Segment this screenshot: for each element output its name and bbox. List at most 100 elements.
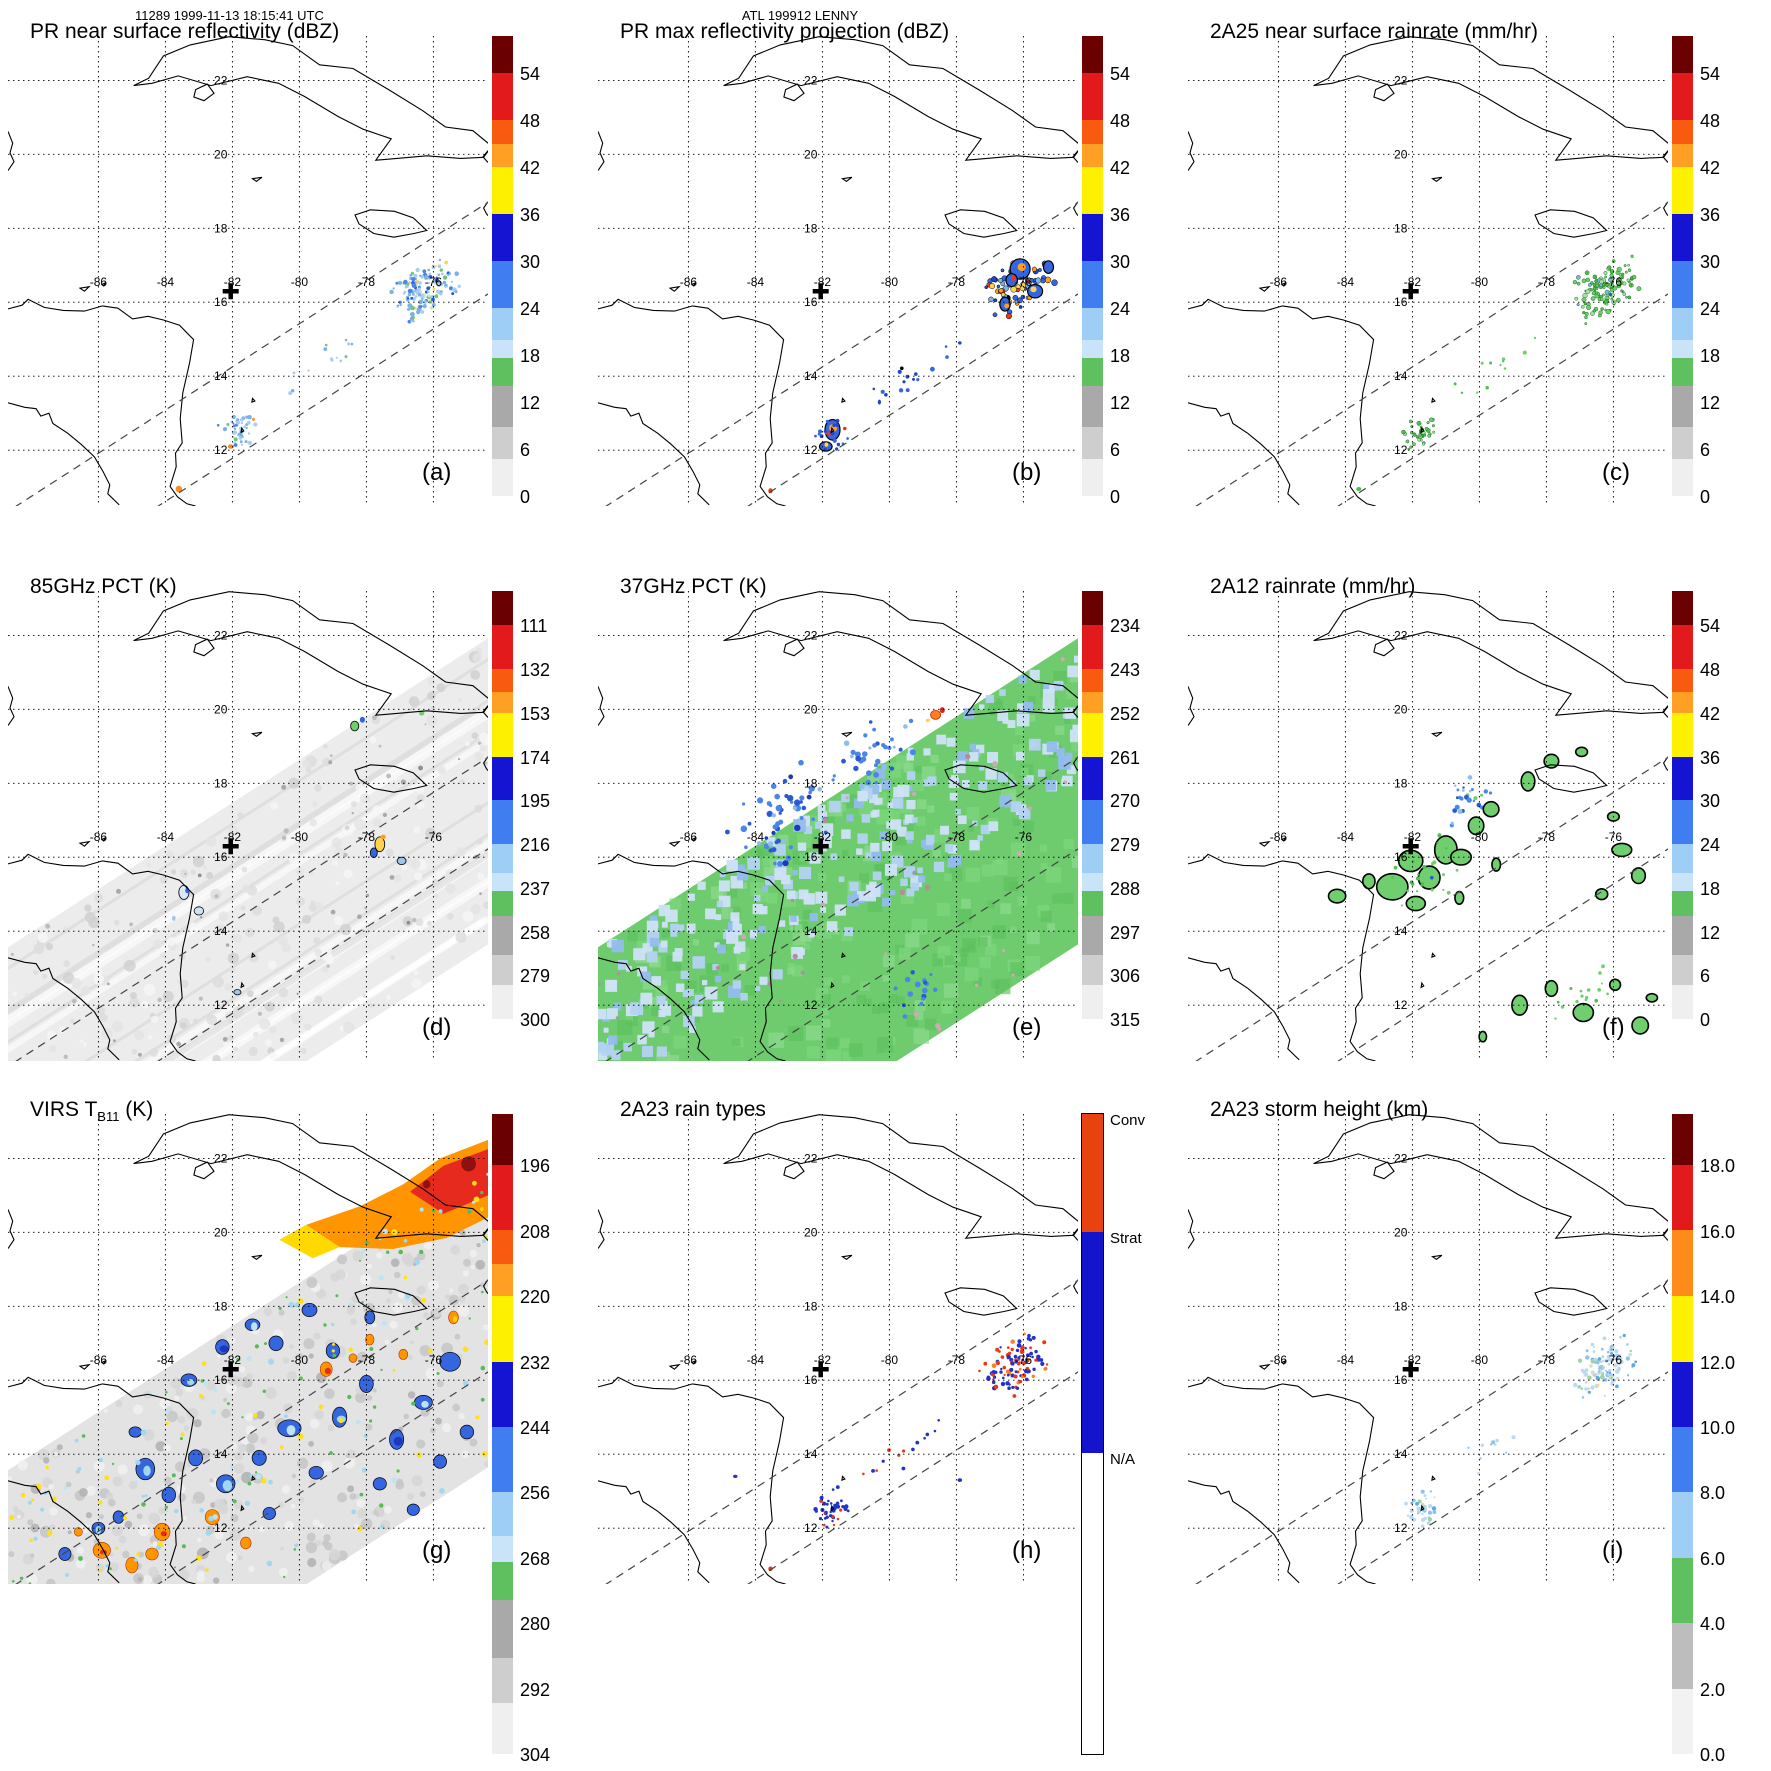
svg-text:18: 18 (804, 776, 818, 790)
panel-letter: (h) (1012, 1537, 1041, 1564)
svg-text:-82: -82 (814, 830, 832, 844)
panel-letter: (a) (422, 459, 451, 486)
svg-text:16: 16 (214, 295, 228, 309)
svg-text:-78: -78 (358, 1353, 376, 1367)
svg-text:-84: -84 (157, 275, 175, 289)
swath-edge-lines (605, 201, 1078, 506)
panel-c: 2A25 near surface rainrate (mm/hr) -86 -84… (1180, 0, 1770, 690)
map-d: -86 -84 -82 -80 -78 -76 12 14 16 18 20 22 (d) (8, 591, 488, 1061)
panel-letter: (g) (422, 1537, 451, 1564)
gridlines (1188, 36, 1668, 506)
data-layer (8, 638, 488, 1061)
colorbar-ticks-b: 54 48 42 36 30 24 18 12 6 0 (1110, 63, 1131, 507)
swath-edge-lines (15, 201, 488, 506)
coastlines (598, 36, 1078, 506)
svg-text:20: 20 (1394, 147, 1408, 161)
data-layer (768, 258, 1058, 494)
panel-letter: (f) (1602, 1014, 1625, 1041)
colorbar-ticks-d: 111 132 153 174 195 216 237 258 279 300 (520, 616, 551, 1030)
panel-e: 37GHz PCT (K) -86 -84 -82 -80 -78 -76 12 14 16 18 2… (590, 555, 1180, 1245)
data-layer (598, 638, 1078, 1061)
panel-title-b: PR max reflectivity projection (dBZ) (620, 20, 950, 43)
grid-labels: -86 -84 -82 -80 -78 -76 12 14 16 18 20 22 (90, 1151, 443, 1535)
map-f: -86 -84 -82 -80 -78 -76 12 14 16 18 20 22 (f) (1188, 591, 1668, 1061)
storm-center-marker (812, 838, 829, 855)
svg-text:-76: -76 (425, 830, 443, 844)
svg-text:16: 16 (214, 1373, 228, 1387)
svg-text:18: 18 (214, 221, 228, 235)
svg-text:-80: -80 (291, 275, 309, 289)
svg-text:-80: -80 (881, 1353, 899, 1367)
storm-center-marker (812, 1361, 829, 1378)
svg-text:-78: -78 (1538, 830, 1556, 844)
svg-text:-84: -84 (1337, 830, 1355, 844)
svg-text:-84: -84 (747, 1353, 765, 1367)
colorbar-f (1672, 591, 1693, 1019)
panel-h: 2A23 rain types -86 -84 -82 -80 -78 -76 12 14 16 1… (590, 1078, 1180, 1768)
grid-labels: -86 -84 -82 -80 -78 -76 12 14 16 18 20 22 (90, 628, 443, 1012)
grid-labels: -86 -84 -82 -80 -78 -76 12 14 16 18 20 22 (1270, 628, 1623, 1012)
svg-text:-86: -86 (1270, 275, 1288, 289)
svg-text:20: 20 (1394, 1225, 1408, 1239)
storm-center-marker (1402, 1361, 1419, 1378)
svg-text:22: 22 (214, 628, 228, 642)
svg-text:-82: -82 (1404, 830, 1422, 844)
svg-text:-78: -78 (1538, 275, 1556, 289)
panel-b: PR max reflectivity projection (dBZ) -86-… (590, 0, 1180, 690)
gridlines (8, 1114, 488, 1584)
svg-text:14: 14 (804, 924, 818, 938)
svg-text:-86: -86 (680, 830, 698, 844)
svg-text:16: 16 (804, 295, 818, 309)
svg-text:22: 22 (1394, 73, 1408, 87)
swath-edge-lines (1195, 1279, 1668, 1584)
swath-edge-lines (15, 1279, 488, 1584)
colorbar-h (1081, 1113, 1104, 1755)
svg-text:18: 18 (804, 221, 818, 235)
svg-text:20: 20 (804, 702, 818, 716)
svg-text:20: 20 (214, 147, 228, 161)
gridlines (1188, 591, 1668, 1061)
svg-text:18: 18 (1394, 776, 1408, 790)
gridlines (8, 591, 488, 1061)
svg-text:-80: -80 (1471, 275, 1489, 289)
panel-letter: (b) (1012, 459, 1041, 486)
data-layer (1404, 1333, 1638, 1528)
svg-text:-76: -76 (425, 1353, 443, 1367)
svg-text:-82: -82 (224, 830, 242, 844)
svg-text:14: 14 (804, 1447, 818, 1461)
coastlines (8, 591, 488, 1061)
orbit-timestamp: 11289 1999-11-13 18:15:41 UTC (135, 8, 324, 23)
panel-title-c: 2A25 near surface rainrate (mm/hr) (1210, 20, 1538, 43)
data-layer (733, 1332, 1049, 1572)
svg-text:-82: -82 (224, 275, 242, 289)
map-g: -86 -84 -82 -80 -78 -76 12 14 16 18 20 22 (g) (8, 1114, 488, 1584)
svg-text:16: 16 (804, 850, 818, 864)
colorbar-b (1082, 36, 1103, 496)
svg-text:12: 12 (1394, 998, 1408, 1012)
svg-text:18: 18 (804, 1299, 818, 1313)
data-layer (175, 258, 461, 493)
grid-labels: -86 -84 -82 -80 -78 -76 12 14 16 18 20 22 (90, 73, 443, 457)
colorbar-d (492, 591, 513, 1019)
svg-text:22: 22 (804, 1151, 818, 1165)
svg-text:14: 14 (214, 369, 228, 383)
svg-text:-76: -76 (1605, 1353, 1623, 1367)
panel-d: 85GHz PCT (K) -86 -84 -82 -80 -78 -76 12 14 16 18 2… (0, 555, 590, 1245)
panel-title-i: 2A23 storm height (km) (1210, 1098, 1429, 1121)
svg-text:14: 14 (214, 924, 228, 938)
swath-edge-lines (605, 756, 1078, 1061)
svg-text:18: 18 (1394, 1299, 1408, 1313)
svg-text:16: 16 (214, 850, 228, 864)
svg-text:-78: -78 (948, 275, 966, 289)
coastlines (598, 1114, 1078, 1584)
svg-text:-84: -84 (747, 830, 765, 844)
svg-text:-84: -84 (747, 275, 765, 289)
storm-center-marker (1402, 838, 1419, 855)
svg-text:-86: -86 (1270, 830, 1288, 844)
panel-letter: (i) (1602, 1537, 1623, 1564)
svg-text:12: 12 (214, 443, 228, 457)
colorbar-ticks-h: Conv Strat N/A (1110, 1112, 1146, 1469)
svg-text:12: 12 (214, 1521, 228, 1535)
gridlines (1188, 1114, 1668, 1584)
